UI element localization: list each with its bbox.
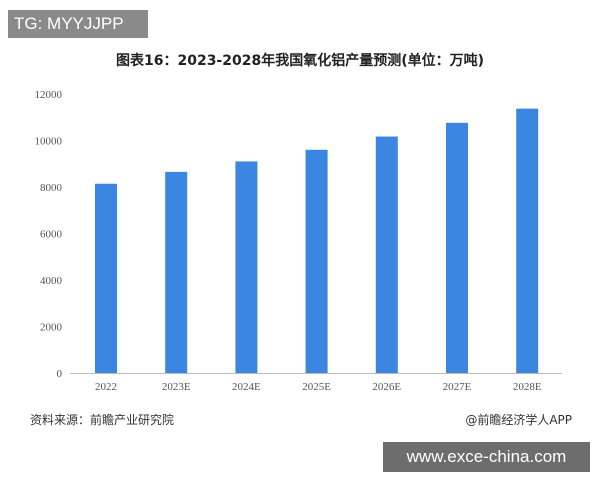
x-tick-label: 2023E: [162, 381, 191, 393]
bar-2027E: [446, 122, 468, 373]
y-tick-label: 0: [57, 368, 63, 380]
bar-2028E: [516, 108, 539, 374]
y-tick-label: 4000: [40, 275, 63, 287]
y-tick-label: 6000: [40, 229, 63, 241]
bar-chart: 0 2000 4000 6000 8000 10000 12000 2022 2023E 2024…: [35, 89, 562, 393]
chart-title: 图表16：2023-2028年我国氧化铝产量预测(单位：万吨): [115, 53, 485, 69]
bar-2025E: [305, 149, 328, 373]
x-tick-label: 2022: [95, 381, 117, 393]
overlay-tag: TG: MYYJJPP: [8, 10, 148, 38]
x-tick-label: 2025E: [302, 381, 331, 393]
y-tick-label: 10000: [35, 136, 63, 148]
x-tick-label: 2024E: [232, 381, 261, 393]
y-tick-label: 8000: [40, 182, 63, 194]
bar-2023E: [165, 171, 188, 373]
watermark-url: www.exce-china.com: [383, 442, 590, 472]
y-tick-label: 2000: [40, 322, 63, 334]
bar-2026E: [375, 136, 398, 373]
bar-2024E: [235, 161, 258, 373]
y-tick-label: 12000: [35, 89, 63, 101]
app-credit: @前瞻经济学人APP: [465, 413, 572, 427]
x-tick-label: 2026E: [372, 381, 401, 393]
x-tick-label: 2028E: [513, 381, 542, 393]
source-note: 资料来源：前瞻产业研究院: [30, 413, 175, 427]
bar-2022: [95, 183, 117, 373]
x-tick-label: 2027E: [443, 381, 472, 393]
